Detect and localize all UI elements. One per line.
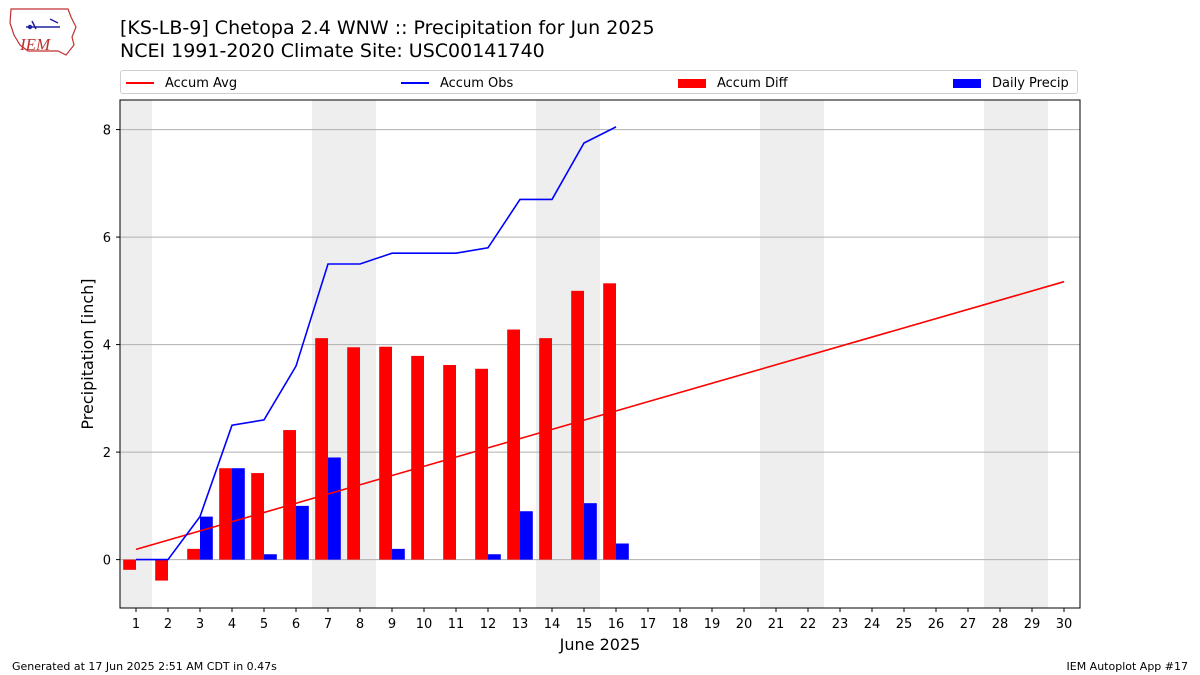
legend-item-accum-diff: Accum Diff bbox=[678, 74, 788, 92]
xtick-label-25: 25 bbox=[896, 617, 913, 632]
bar-daily-precip-day-6 bbox=[296, 505, 309, 560]
y-gridlines bbox=[120, 129, 1080, 561]
legend-item-daily-precip: Daily Precip bbox=[953, 74, 1069, 92]
legend-label-accum-diff: Accum Diff bbox=[717, 75, 788, 91]
bar-daily-precip-day-16 bbox=[616, 543, 629, 560]
xtick-label-23: 23 bbox=[832, 617, 849, 632]
bar-accum-diff-day-6 bbox=[283, 430, 296, 560]
plot-frame bbox=[119, 99, 1081, 609]
bar-daily-precip-day-4 bbox=[232, 468, 245, 560]
xtick-label-6: 6 bbox=[292, 617, 300, 632]
xtick-label-22: 22 bbox=[800, 617, 817, 632]
xtick-label-12: 12 bbox=[480, 617, 497, 632]
xtick-label-14: 14 bbox=[544, 617, 561, 632]
legend-label-accum-obs: Accum Obs bbox=[440, 75, 514, 91]
bars bbox=[123, 283, 629, 581]
bar-accum-diff-day-3 bbox=[187, 548, 200, 560]
chart-subtitle: NCEI 1991-2020 Climate Site: USC00141740 bbox=[120, 40, 545, 62]
bar-accum-diff-day-13 bbox=[507, 329, 520, 560]
ytick-label-4: 4 bbox=[103, 339, 111, 354]
weekend-shade-day-29 bbox=[1016, 100, 1048, 608]
xtick-label-20: 20 bbox=[736, 617, 753, 632]
logo-text: IEM bbox=[19, 35, 51, 54]
x-axis-label: June 2025 bbox=[559, 635, 641, 654]
legend-item-accum-avg: Accum Avg bbox=[126, 74, 237, 92]
xtick-label-15: 15 bbox=[576, 617, 593, 632]
bar-daily-precip-day-12 bbox=[488, 554, 501, 560]
weekend-shading bbox=[120, 100, 1048, 608]
bar-accum-diff-day-11 bbox=[443, 365, 456, 560]
bar-accum-diff-day-1 bbox=[123, 559, 136, 570]
xtick-label-1: 1 bbox=[132, 617, 140, 632]
bar-accum-diff-day-9 bbox=[379, 346, 392, 560]
xtick-label-18: 18 bbox=[672, 617, 689, 632]
xtick-label-3: 3 bbox=[196, 617, 204, 632]
bar-accum-diff-day-8 bbox=[347, 347, 360, 560]
bar-accum-diff-day-7 bbox=[315, 338, 328, 560]
line-accum-obs bbox=[136, 126, 617, 561]
line-accum-avg bbox=[135, 280, 1065, 551]
bar-accum-diff-day-12 bbox=[475, 368, 488, 560]
legend-swatch-accum-diff bbox=[678, 78, 706, 88]
legend: Accum Avg Accum Obs Accum Diff Daily Pre… bbox=[120, 70, 1078, 94]
xtick-label-10: 10 bbox=[416, 617, 433, 632]
bar-daily-precip-day-13 bbox=[520, 511, 533, 560]
ytick-label-2: 2 bbox=[103, 446, 111, 461]
footer-generated: Generated at 17 Jun 2025 2:51 AM CDT in … bbox=[12, 660, 277, 673]
xtick-label-9: 9 bbox=[388, 617, 396, 632]
weekend-shade-day-22 bbox=[792, 100, 824, 608]
bar-accum-diff-day-16 bbox=[603, 283, 616, 560]
bar-daily-precip-day-7 bbox=[328, 457, 341, 560]
xtick-label-5: 5 bbox=[260, 617, 268, 632]
bar-daily-precip-day-3 bbox=[200, 516, 213, 560]
xtick-label-29: 29 bbox=[1024, 617, 1041, 632]
xtick-label-4: 4 bbox=[228, 617, 236, 632]
weekend-shade-day-1 bbox=[120, 100, 152, 608]
bar-accum-diff-day-4 bbox=[219, 468, 232, 560]
bar-daily-precip-day-9 bbox=[392, 548, 405, 560]
xtick-label-2: 2 bbox=[164, 617, 172, 632]
bar-daily-precip-day-5 bbox=[264, 554, 277, 560]
xtick-label-7: 7 bbox=[324, 617, 332, 632]
legend-label-daily-precip: Daily Precip bbox=[992, 75, 1069, 91]
xtick-label-17: 17 bbox=[640, 617, 657, 632]
bar-accum-diff-day-5 bbox=[251, 473, 264, 560]
lines bbox=[135, 126, 1065, 561]
bar-accum-diff-day-2 bbox=[155, 559, 168, 581]
xtick-label-11: 11 bbox=[448, 617, 465, 632]
xtick-label-16: 16 bbox=[608, 617, 625, 632]
bar-accum-diff-day-14 bbox=[539, 338, 552, 560]
xtick-label-24: 24 bbox=[864, 617, 881, 632]
bar-accum-diff-day-10 bbox=[411, 355, 424, 560]
footer-app: IEM Autoplot App #17 bbox=[1066, 660, 1189, 673]
xtick-label-21: 21 bbox=[768, 617, 785, 632]
weekend-shade-day-28 bbox=[984, 100, 1016, 608]
legend-swatch-accum-obs bbox=[401, 82, 429, 84]
xtick-label-8: 8 bbox=[356, 617, 364, 632]
xtick-label-26: 26 bbox=[928, 617, 945, 632]
legend-label-accum-avg: Accum Avg bbox=[165, 75, 238, 91]
chart-title: [KS-LB-9] Chetopa 2.4 WNW :: Precipitati… bbox=[120, 17, 655, 39]
legend-swatch-accum-avg bbox=[126, 82, 154, 84]
xtick-label-13: 13 bbox=[512, 617, 529, 632]
y-axis-ticks: 0 2 4 6 8 bbox=[103, 124, 120, 569]
ytick-label-6: 6 bbox=[103, 231, 111, 246]
xtick-label-30: 30 bbox=[1056, 617, 1073, 632]
bar-daily-precip-day-15 bbox=[584, 503, 597, 560]
iem-logo: IEM bbox=[8, 5, 80, 59]
ytick-label-0: 0 bbox=[103, 554, 111, 569]
legend-item-accum-obs: Accum Obs bbox=[401, 74, 513, 92]
ytick-label-8: 8 bbox=[103, 124, 111, 139]
xtick-label-28: 28 bbox=[992, 617, 1009, 632]
x-axis-ticks: 1 2 3 4 5 6 7 8 9 10 11 12 13 14 15 16 17 18 19 20 21 22 23 24 2… bbox=[132, 608, 1072, 632]
y-axis-label: Precipitation [inch] bbox=[78, 278, 97, 429]
weekend-shade-day-21 bbox=[760, 100, 792, 608]
bar-accum-diff-day-15 bbox=[571, 290, 584, 560]
xtick-label-27: 27 bbox=[960, 617, 977, 632]
legend-swatch-daily-precip bbox=[953, 78, 981, 88]
xtick-label-19: 19 bbox=[704, 617, 721, 632]
